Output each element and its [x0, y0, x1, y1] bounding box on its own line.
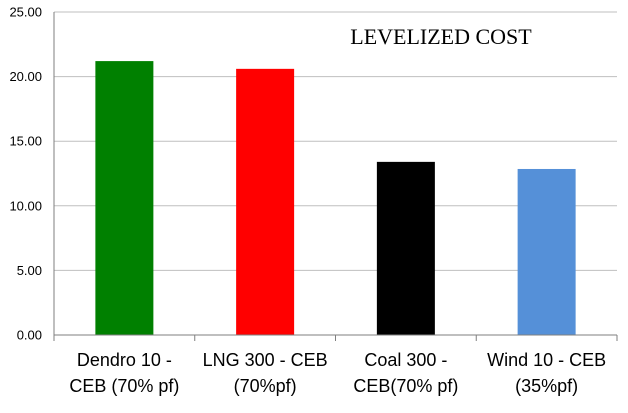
bar [376, 161, 435, 335]
y-tick-label: 15.00 [9, 134, 42, 149]
x-tick-label: (35%pf) [515, 376, 578, 396]
y-tick-label: 20.00 [9, 69, 42, 84]
bars [95, 61, 576, 336]
x-tick-label: CEB(70% pf) [353, 376, 458, 396]
x-tick-label: Wind 10 - CEB [487, 350, 606, 370]
x-tick-label: CEB (70% pf) [69, 376, 179, 396]
axes [53, 12, 618, 341]
chart-title: LEVELIZED COST [350, 24, 532, 49]
y-tick-labels: 0.00 5.00 10.00 15.00 20.00 25.00 [9, 5, 42, 343]
x-tick-label: Dendro 10 - [77, 350, 172, 370]
x-tick-label: LNG 300 - CEB [203, 350, 328, 370]
y-tick-label: 25.00 [9, 5, 42, 20]
x-tick-labels: Dendro 10 - CEB (70% pf) LNG 300 - CEB (70%… [69, 350, 606, 396]
bar [95, 61, 154, 335]
y-tick-label: 5.00 [17, 263, 42, 278]
x-tick-label: Coal 300 - [364, 350, 447, 370]
x-tick-label: (70%pf) [234, 376, 297, 396]
bar [236, 68, 295, 336]
y-tick-label: 0.00 [17, 328, 42, 343]
bar [517, 168, 576, 335]
y-tick-label: 10.00 [9, 198, 42, 213]
